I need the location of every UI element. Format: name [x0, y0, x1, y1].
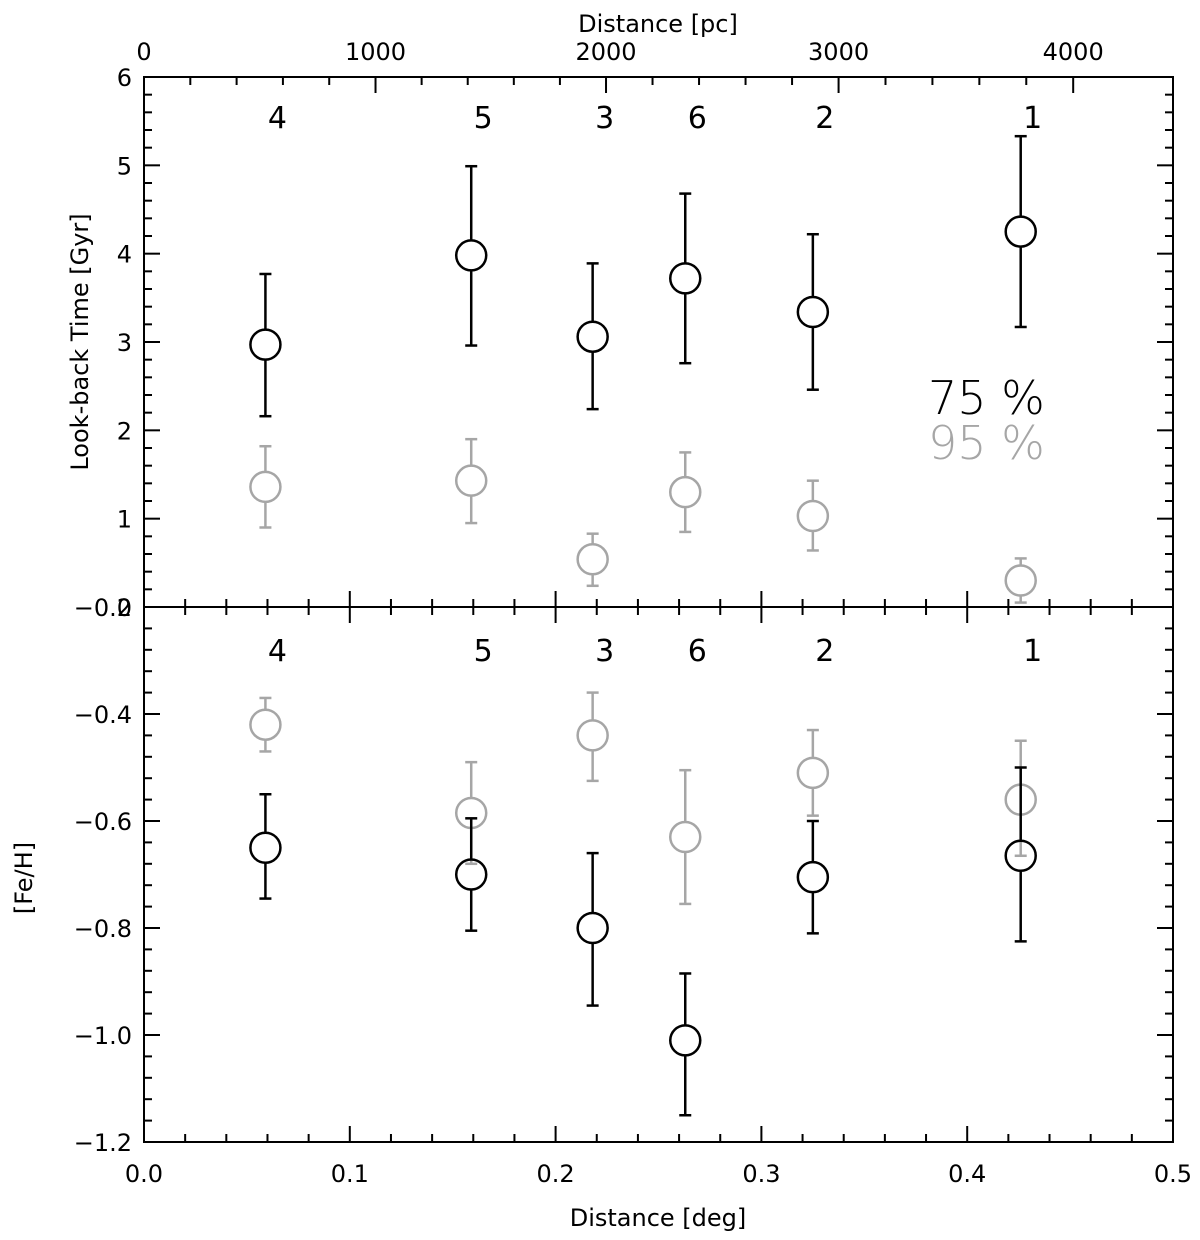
bottom-data-point	[249, 831, 282, 864]
top-x-tick-label: 4000	[1043, 38, 1104, 66]
x-tick-label: 0.5	[1154, 1160, 1192, 1188]
top-x-tick-label: 3000	[808, 38, 869, 66]
top-data-point	[669, 262, 702, 295]
region-label-top: 5	[474, 101, 493, 136]
bottom-y-tick-label: −1.2	[74, 1129, 132, 1157]
top-data-point	[249, 328, 282, 361]
legend-75-percent: 75 %	[928, 371, 1045, 425]
bottom-y-tick-label: −1.0	[74, 1022, 132, 1050]
bottom-y-axis-title: [Fe/H]	[10, 842, 38, 914]
axes-ticks: 0.0 0.1 0.2 0.3 0.4 0.50 1000 2000 3000 400001234…	[74, 38, 1192, 1188]
region-label-bottom: 6	[688, 634, 707, 669]
top-data-point	[576, 320, 609, 353]
region-label-top: 1	[1023, 101, 1042, 136]
bottom-x-axis-title: Distance [deg]	[570, 1204, 747, 1232]
bottom-y-tick-label: −0.4	[74, 701, 132, 729]
top-y-tick-label: 0	[117, 594, 132, 622]
bottom-data-point	[1004, 839, 1037, 873]
bottom-y-tick-label: −0.6	[74, 808, 132, 836]
top-y-tick-label: 5	[117, 152, 132, 180]
top-x-tick-label: 1000	[345, 38, 406, 66]
top-data-point	[454, 464, 488, 497]
bottom-y-tick-label: −0.8	[74, 915, 132, 943]
bottom-y-tick-label: −0.2	[74, 594, 132, 622]
top-y-tick-label: 6	[117, 64, 132, 92]
bottom-data-point	[454, 858, 488, 891]
bottom-data-point	[669, 1024, 702, 1057]
top-data-point	[1004, 564, 1037, 597]
region-label-top: 4	[268, 101, 287, 136]
region-label-bottom: 1	[1023, 634, 1042, 669]
bottom-data-point	[669, 820, 702, 854]
top-data-point	[669, 475, 702, 509]
top-y-axis-title: Look-back Time [Gyr]	[66, 213, 94, 470]
top-y-tick-label: 4	[117, 241, 132, 269]
legend-95-percent: 95 %	[928, 416, 1045, 470]
region-label-top: 3	[595, 101, 614, 136]
top-y-tick-label: 3	[117, 329, 132, 357]
x-tick-label: 0.4	[948, 1160, 986, 1188]
bottom-data-point	[576, 911, 609, 945]
top-data-point	[796, 295, 830, 329]
data-marks: 4 5 3 6 2 1 4 5 3 6 2 1	[249, 101, 1042, 1117]
top-data-point	[249, 470, 282, 504]
x-tick-label: 0.1	[331, 1160, 369, 1188]
region-label-bottom: 5	[474, 634, 493, 669]
top-data-point	[1004, 215, 1037, 248]
x-tick-label: 0.2	[537, 1160, 575, 1188]
top-x-tick-label: 0	[136, 38, 151, 66]
bottom-panel-frame	[143, 606, 1174, 1143]
region-label-top: 2	[815, 101, 834, 136]
top-y-tick-label: 2	[117, 417, 132, 445]
top-data-point	[454, 239, 488, 272]
region-label-top: 6	[688, 101, 707, 136]
region-label-bottom: 2	[815, 634, 834, 669]
region-label-bottom: 3	[595, 634, 614, 669]
bottom-data-point	[249, 708, 282, 741]
region-label-bottom: 4	[268, 634, 287, 669]
top-x-tick-label: 2000	[575, 38, 636, 66]
bottom-data-point	[796, 860, 830, 894]
top-data-point	[796, 499, 830, 533]
x-tick-label: 0.3	[742, 1160, 780, 1188]
top-x-axis-title: Distance [pc]	[578, 10, 738, 38]
top-data-point	[576, 543, 609, 576]
bottom-data-point	[796, 756, 830, 790]
top-y-tick-label: 1	[117, 506, 132, 534]
bottom-data-point	[576, 719, 609, 752]
x-tick-label: 0.0	[125, 1160, 163, 1188]
